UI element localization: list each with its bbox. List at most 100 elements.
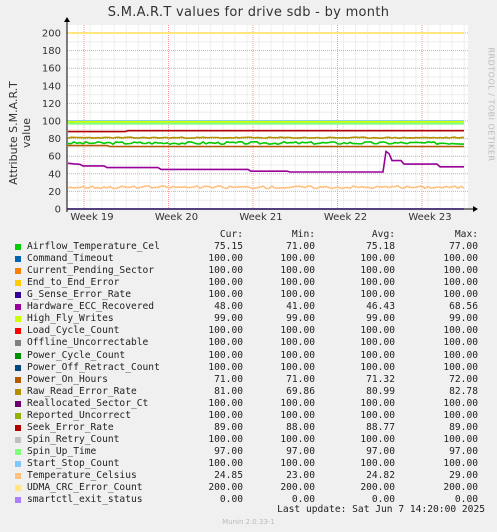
legend-max-value: 100.00 — [443, 350, 478, 361]
legend-min-value: 71.00 — [286, 374, 315, 385]
y-tick-label: 180 — [42, 46, 61, 57]
series-line-raw-read-error-rate — [67, 136, 465, 140]
legend-cur-value: 100.00 — [208, 337, 243, 348]
legend-avg-value: 100.00 — [360, 325, 395, 336]
legend-cur-value: 97.00 — [214, 446, 243, 457]
legend-max-value: 0.00 — [454, 494, 478, 505]
legend-min-value: 100.00 — [280, 265, 315, 276]
legend-series-name: Hardware_ECC_Recovered — [27, 301, 155, 312]
legend-avg-value: 200.00 — [360, 482, 395, 493]
legend-swatch — [15, 461, 21, 467]
legend-cur-value: 100.00 — [208, 350, 243, 361]
y-tick-label: 80 — [48, 134, 61, 145]
legend-swatch — [15, 316, 21, 322]
legend-min-value: 100.00 — [280, 434, 315, 445]
legend-max-value: 100.00 — [443, 277, 478, 288]
legend-avg-value: 100.00 — [360, 350, 395, 361]
legend-min-value: 100.00 — [280, 289, 315, 300]
legend-series-name: Power_Cycle_Count — [27, 350, 126, 361]
legend-cur-value: 100.00 — [208, 434, 243, 445]
legend-swatch — [15, 268, 21, 274]
legend-series-name: Power_On_Hours — [27, 374, 108, 385]
legend-swatch — [15, 425, 21, 431]
series-line-airflow-temperature-cel — [67, 140, 464, 146]
legend-swatch — [15, 377, 21, 383]
legend-series-name: UDMA_CRC_Error_Count — [27, 482, 143, 493]
chart-title: S.M.A.R.T values for drive sdb - by mont… — [107, 5, 390, 20]
legend-swatch — [15, 292, 21, 298]
x-tick-label: Week 23 — [408, 212, 451, 223]
legend-avg-value: 100.00 — [360, 289, 395, 300]
x-tick-label: Week 20 — [155, 212, 198, 223]
legend-min-value: 100.00 — [280, 350, 315, 361]
legend-avg-value: 100.00 — [360, 253, 395, 264]
legend-min-value: 69.86 — [286, 386, 315, 397]
legend-series-name: End_to_End_Error — [27, 277, 120, 288]
legend-cur-value: 100.00 — [208, 253, 243, 264]
legend-series-name: Spin_Retry_Count — [27, 434, 120, 445]
legend-max-value: 77.00 — [449, 241, 478, 252]
legend-max-value: 200.00 — [443, 482, 478, 493]
legend-cur-value: 100.00 — [208, 277, 243, 288]
legend-series-name: Command_Timeout — [27, 253, 114, 264]
legend-max-value: 100.00 — [443, 362, 478, 373]
legend-avg-value: 46.43 — [366, 301, 395, 312]
y-axis-arrow — [64, 17, 70, 22]
legend-series-name: smartctl_exit_status — [27, 494, 143, 505]
legend-min-value: 41.00 — [286, 301, 315, 312]
y-tick-label: 40 — [48, 169, 61, 180]
legend-avg-value: 100.00 — [360, 410, 395, 421]
legend-series-name: High_Fly_Writes — [27, 313, 114, 324]
legend-avg-value: 24.82 — [366, 470, 395, 481]
series-line-seek-error-rate — [68, 129, 464, 133]
y-tick-label: 100 — [42, 117, 61, 128]
legend-avg-value: 100.00 — [360, 434, 395, 445]
legend-cur-value: 81.00 — [214, 386, 243, 397]
legend-max-value: 100.00 — [443, 458, 478, 469]
legend-avg-value: 100.00 — [360, 398, 395, 409]
legend-min-value: 100.00 — [280, 362, 315, 373]
legend-min-value: 97.00 — [286, 446, 315, 457]
x-axis-arrow — [473, 206, 478, 212]
legend-series-name: Raw_Read_Error_Rate — [27, 386, 137, 397]
legend-min-value: 88.00 — [286, 422, 315, 433]
legend-swatch — [15, 401, 21, 407]
legend-avg-value: 100.00 — [360, 337, 395, 348]
legend-max-value: 100.00 — [443, 398, 478, 409]
y-tick-label: 60 — [48, 152, 61, 163]
series-line-hardware-ecc-recovered — [67, 149, 464, 173]
legend-min-value: 200.00 — [280, 482, 315, 493]
legend-min-value: 23.00 — [286, 470, 315, 481]
legend-series-name: Temperature_Celsius — [27, 470, 137, 481]
x-tick-label: Week 22 — [324, 212, 367, 223]
y-tick-label: 0 — [55, 205, 61, 216]
legend-cur-value: 48.00 — [214, 301, 243, 312]
legend-max-value: 72.00 — [449, 374, 478, 385]
legend-series-name: Power_Off_Retract_Count — [27, 362, 160, 373]
munin-version: Munin 2.0.33-1 — [222, 518, 275, 526]
legend-min-value: 100.00 — [280, 325, 315, 336]
legend-max-value: 97.00 — [449, 446, 478, 457]
legend-avg-value: 100.00 — [360, 277, 395, 288]
legend-swatch — [15, 485, 21, 491]
legend-max-value: 68.56 — [449, 301, 478, 312]
legend-min-value: 100.00 — [280, 253, 315, 264]
legend-series-name: G_Sense_Error_Rate — [27, 289, 131, 300]
legend-swatch — [15, 280, 21, 286]
legend-swatch — [15, 449, 21, 455]
legend-max-value: 89.00 — [449, 422, 478, 433]
legend-cur-value: 75.15 — [214, 241, 243, 252]
legend-max-value: 29.00 — [449, 470, 478, 481]
legend-max-value: 100.00 — [443, 289, 478, 300]
legend-swatch — [15, 389, 21, 395]
legend-header-min: Min: — [291, 229, 315, 240]
legend-cur-value: 100.00 — [208, 362, 243, 373]
legend-cur-value: 100.00 — [208, 410, 243, 421]
legend-max-value: 100.00 — [443, 410, 478, 421]
legend-header-max: Max: — [454, 229, 478, 240]
legend-min-value: 71.00 — [286, 241, 315, 252]
legend-max-value: 100.00 — [443, 253, 478, 264]
legend-swatch — [15, 353, 21, 359]
legend-series-name: Reallocated_Sector_Ct — [27, 398, 149, 409]
legend-min-value: 0.00 — [291, 494, 315, 505]
